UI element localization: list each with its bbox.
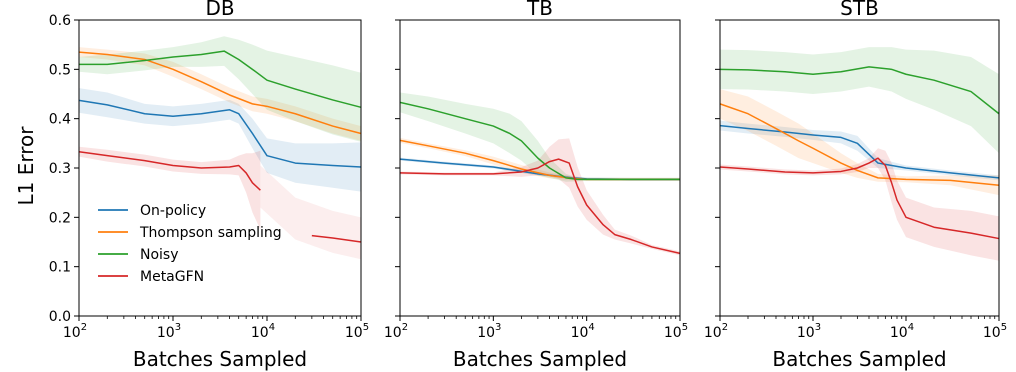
y-tick-label: 0.0 bbox=[49, 309, 71, 325]
x-tick-label: 105 bbox=[664, 322, 688, 341]
on-policy-line bbox=[719, 124, 1000, 179]
noisy-band bbox=[79, 36, 361, 142]
thompson-sampling-band bbox=[79, 47, 361, 141]
thompson-sampling-band bbox=[400, 137, 680, 181]
x-tick-label: 103 bbox=[797, 322, 821, 341]
x-tick-label: 103 bbox=[157, 322, 181, 341]
thompson-sampling-line bbox=[78, 51, 362, 135]
metagfn-band bbox=[720, 148, 999, 261]
x-tick-label: 104 bbox=[890, 322, 914, 341]
y-tick-label: 0.2 bbox=[49, 210, 71, 226]
on-policy-line bbox=[78, 99, 362, 168]
legend-label-noisy: Noisy bbox=[140, 247, 179, 263]
panel-stb: STB Batches Sampled 102 103 104 105 bbox=[704, 0, 1007, 371]
legend: On-policy Thompson sampling Noisy MetaGFN bbox=[98, 203, 282, 285]
y-tick-label: 0.1 bbox=[49, 260, 71, 276]
metagfn-faded-band bbox=[260, 165, 361, 260]
x-tick-label: 105 bbox=[983, 322, 1007, 341]
x-axis-label: Batches Sampled bbox=[453, 347, 627, 371]
x-tick-label: 104 bbox=[571, 322, 595, 341]
y-tick-label: 0.6 bbox=[49, 13, 71, 29]
panel-title: TB bbox=[526, 0, 553, 20]
legend-label-thompson-sampling: Thompson sampling bbox=[139, 225, 282, 241]
panel-title: DB bbox=[205, 0, 234, 20]
noisy-line bbox=[79, 50, 362, 109]
x-tick-label: 102 bbox=[384, 322, 408, 341]
y-axis-label: L1 Error bbox=[14, 126, 38, 206]
legend-label-on-policy: On-policy bbox=[140, 203, 206, 219]
noisy-line bbox=[399, 101, 680, 181]
thompson-sampling-band bbox=[720, 89, 999, 196]
x-tick-label: 104 bbox=[251, 322, 275, 341]
x-tick-label: 105 bbox=[345, 322, 369, 341]
noisy-band bbox=[400, 92, 680, 182]
metagfn-line bbox=[78, 150, 261, 191]
metagfn-band bbox=[400, 138, 680, 256]
metagfn-line bbox=[399, 158, 681, 255]
x-axis-label: Batches Sampled bbox=[133, 347, 307, 371]
on-policy-band bbox=[400, 157, 680, 181]
y-tick-label: 0.3 bbox=[49, 161, 71, 177]
panel-title: STB bbox=[840, 0, 879, 20]
metagfn-line bbox=[719, 157, 1000, 240]
y-tick-label: 0.4 bbox=[49, 112, 71, 128]
panel-tb: TB Batches Sampled 102 103 104 105 bbox=[384, 0, 688, 371]
noisy-band bbox=[720, 47, 999, 154]
x-tick-label: 103 bbox=[477, 322, 501, 341]
panel-db: DB Batches Sampled 102 103 104 105 0.0 0.1 0.2 0.… bbox=[49, 0, 369, 371]
noisy-line bbox=[719, 66, 1000, 115]
y-tick-label: 0.5 bbox=[49, 62, 71, 78]
thompson-sampling-line bbox=[719, 103, 1000, 187]
x-tick-label: 102 bbox=[704, 322, 728, 341]
x-axis-label: Batches Sampled bbox=[772, 347, 946, 371]
x-tick-label: 102 bbox=[63, 322, 87, 341]
metagfn-line-tail bbox=[311, 234, 362, 243]
legend-label-metagfn: MetaGFN bbox=[140, 269, 204, 285]
